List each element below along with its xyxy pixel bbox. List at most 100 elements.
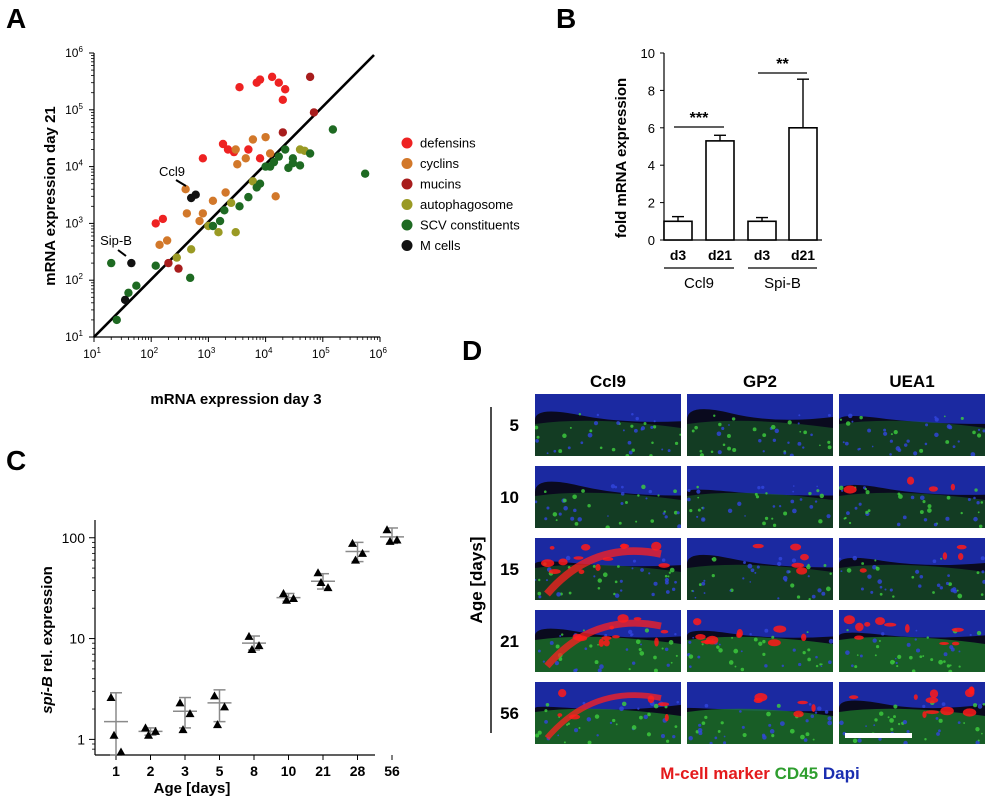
panel-d-cell-speck (982, 579, 985, 584)
panel-d-cell-speck (563, 741, 566, 744)
panel-c-replicate-point (220, 702, 229, 711)
panel-d-cell-speck (620, 502, 624, 506)
panel-b-y-tick-label: 0 (648, 233, 655, 248)
panel-d-tile (535, 394, 681, 456)
panel-d-cell-speck (814, 500, 818, 503)
panel-d-cell-speck (797, 441, 802, 446)
panel-d-cell-speck (613, 592, 616, 596)
panel-d-cell-speck (846, 568, 852, 573)
panel-d-cell-speck (889, 659, 895, 665)
panel-d-cell-speck (664, 577, 669, 583)
panel-d-dapi-region (687, 394, 833, 420)
panel-d-m-cell-signal (951, 627, 964, 632)
panel-d-m-cell-signal (864, 621, 871, 627)
panel-d-cell-speck (777, 597, 780, 600)
panel-d-cell-speck (587, 740, 592, 744)
panel-d-cell-speck (829, 572, 832, 575)
panel-d-cell-speck (675, 654, 678, 657)
panel-c-replicate-point (279, 588, 288, 597)
panel-d-m-cell-signal (859, 568, 867, 573)
panel-d-cell-speck (938, 718, 943, 723)
panel-d-cell-speck (790, 583, 795, 588)
panel-a-point-scv-constituents (280, 145, 290, 154)
panel-d-cell-speck (597, 643, 599, 646)
panel-d-cell-speck (664, 647, 669, 652)
panel-d-cell-speck (815, 655, 818, 659)
panel-a-point-scv-constituents (208, 221, 218, 231)
panel-d-cell-speck (599, 664, 604, 669)
panel-d-cell-speck (844, 516, 847, 520)
panel-d-m-cell-signal (790, 543, 802, 551)
panel-d-cell-speck (883, 428, 887, 432)
panel-a-legend-label: mucins (420, 177, 462, 192)
panel-d-cell-speck (867, 428, 872, 433)
panel-a-point-scv-constituents (185, 273, 195, 283)
panel-d-cell-speck (895, 446, 901, 451)
panel-d-cell-speck (723, 735, 726, 738)
panel-d-row-label: 15 (500, 560, 519, 579)
panel-d-cell-speck (549, 640, 554, 645)
panel-a-legend-swatch (401, 219, 413, 231)
panel-d-cell-speck (768, 723, 772, 727)
panel-d-cell-speck (535, 425, 539, 430)
panel-a-point-defensins (267, 72, 277, 82)
panel-d-m-cell-signal (693, 618, 702, 626)
panel-d-cell-speck (865, 490, 870, 495)
panel-c-replicate-point (323, 583, 333, 592)
panel-d-cell-speck (976, 571, 980, 575)
panel-d-row-label: 5 (510, 416, 519, 435)
panel-d-cell-speck (957, 593, 963, 599)
panel-d-cell-speck (587, 503, 591, 508)
panel-d-cell-speck (593, 421, 599, 426)
panel-c-y-tick-label: 1 (77, 731, 85, 747)
panel-d-cell-speck (861, 562, 865, 565)
panel-a-x-tick-label: 102 (140, 346, 158, 361)
panel-a-legend-swatch (401, 240, 413, 251)
panel-d-cell-speck (867, 574, 872, 579)
panel-d-cell-speck (783, 511, 788, 516)
panel-d-column-header: Ccl9 (590, 372, 626, 391)
panel-d-cell-speck (948, 425, 953, 430)
panel-d-m-cell-signal (548, 569, 561, 574)
panel-d-cell-speck (874, 718, 878, 722)
panel-d-cell-speck (889, 439, 893, 443)
panel-d-cell-speck (701, 581, 706, 586)
panel-d-cell-speck (950, 647, 955, 652)
panel-c-replicate-point (316, 577, 326, 586)
panel-b-bar (705, 140, 735, 241)
panel-d-cell-speck (596, 734, 599, 737)
panel-d-cell-speck (727, 508, 733, 514)
panel-d-cell-speck (545, 703, 550, 707)
panel-d-tile (535, 466, 681, 528)
panel-d-cell-speck (546, 506, 550, 510)
panel-d-cell-speck (943, 652, 948, 657)
panel-d-cell-speck (889, 588, 893, 592)
panel-d-cell-speck (703, 592, 706, 594)
panel-d-cell-speck (670, 661, 673, 664)
panel-d-cell-speck (902, 515, 907, 520)
panel-d-cell-speck (806, 631, 809, 634)
panel-d-cell-speck (762, 433, 767, 438)
panel-d-cell-speck (554, 660, 560, 666)
panel-d-cell-speck (689, 665, 692, 668)
panel-d-cell-speck (545, 579, 549, 582)
panel-b-bar (747, 220, 777, 241)
panel-d-tiles: Ccl9 GP2 UEA1 5 10 15 21 56 (500, 372, 985, 744)
panel-d-m-cell-signal (811, 704, 816, 712)
panel-d-cell-speck (925, 423, 929, 427)
panel-d-cell-speck (635, 639, 641, 645)
panel-d-cell-speck (764, 516, 769, 521)
panel-d-cell-speck (896, 522, 901, 527)
panel-d-cell-speck (535, 439, 539, 443)
panel-d-cell-speck (790, 499, 795, 504)
panel-a-point-cyclins (208, 196, 218, 205)
panel-a-annotation-leader (175, 179, 187, 187)
panel-a-point-mucins (309, 108, 319, 117)
panel-d-cell-speck (580, 441, 584, 445)
panel-d-cell-speck (558, 449, 563, 454)
panel-d-cell-speck (854, 506, 858, 510)
panel-d-cell-speck (878, 639, 881, 642)
panel-d-cell-speck (857, 738, 862, 743)
panel-d-cell-speck (711, 573, 715, 578)
panel-a-point-defensins (274, 78, 283, 87)
